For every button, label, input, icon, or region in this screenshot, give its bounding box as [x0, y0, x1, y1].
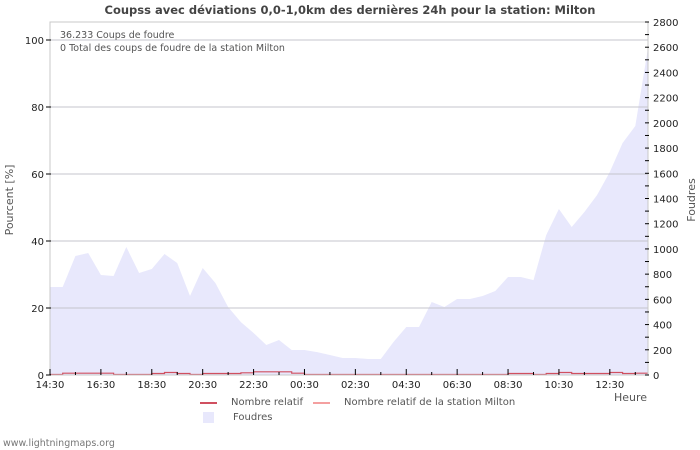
x-axis: 14:30 16:30 18:30 20:30 22:30 00:30 02:30 04:30…: [36, 369, 636, 391]
svg-text:1200: 1200: [653, 220, 678, 231]
svg-text:2200: 2200: [653, 94, 678, 105]
legend-label-relatif-station: Nombre relatif de la station Milton: [344, 397, 516, 408]
info-station-total: 0 Total des coups de foudre de la statio…: [60, 43, 285, 54]
svg-text:60: 60: [31, 170, 44, 181]
x-axis-title: Heure: [614, 391, 647, 404]
legend-label-foudres: Foudres: [233, 412, 273, 423]
svg-text:22:30: 22:30: [239, 380, 268, 391]
svg-text:04:30: 04:30: [392, 380, 421, 391]
svg-text:06:30: 06:30: [443, 380, 472, 391]
svg-text:2000: 2000: [653, 119, 678, 130]
grid-lines-over: [50, 39, 648, 309]
svg-text:2400: 2400: [653, 68, 678, 79]
svg-text:18:30: 18:30: [137, 380, 166, 391]
right-axis-title: Foudres: [685, 178, 698, 222]
svg-text:600: 600: [653, 295, 672, 306]
legend-item-foudres: Foudres: [200, 412, 272, 423]
svg-text:400: 400: [653, 321, 672, 332]
right-axis: 0 200 400 600 800 1000 1200 1400 1600 1800 2000 220…: [645, 18, 678, 382]
legend-item-relatif: Nombre relatif: [200, 397, 303, 408]
legend-swatch-relatif: [200, 401, 217, 404]
svg-text:10:30: 10:30: [545, 380, 574, 391]
foudres-area: [50, 48, 648, 375]
svg-text:14:30: 14:30: [36, 380, 65, 391]
svg-text:40: 40: [31, 237, 44, 248]
legend-swatch-relatif-station: [313, 401, 330, 404]
svg-text:2800: 2800: [653, 18, 678, 29]
info-strike-count: 36.233 Coups de foudre: [60, 30, 175, 41]
svg-text:20: 20: [31, 304, 44, 315]
footer-site-link[interactable]: www.lightningmaps.org: [3, 438, 115, 449]
svg-text:00:30: 00:30: [290, 380, 319, 391]
svg-text:100: 100: [25, 36, 44, 47]
svg-text:1600: 1600: [653, 169, 678, 180]
svg-text:02:30: 02:30: [341, 380, 370, 391]
svg-text:2600: 2600: [653, 43, 678, 54]
svg-text:08:30: 08:30: [494, 380, 523, 391]
legend-item-relatif-station: Nombre relatif de la station Milton: [313, 397, 515, 408]
svg-text:80: 80: [31, 103, 44, 114]
left-axis-title: Pourcent [%]: [3, 165, 16, 236]
svg-text:12:30: 12:30: [595, 380, 624, 391]
legend-label-relatif: Nombre relatif: [231, 397, 304, 408]
svg-text:0: 0: [38, 371, 44, 382]
svg-text:1000: 1000: [653, 245, 678, 256]
svg-text:200: 200: [653, 346, 672, 357]
svg-text:800: 800: [653, 270, 672, 281]
chart-title: Coupss avec déviations 0,0-1,0km des der…: [104, 3, 596, 17]
svg-text:16:30: 16:30: [86, 380, 115, 391]
svg-text:20:30: 20:30: [188, 380, 217, 391]
svg-text:1400: 1400: [653, 195, 678, 206]
legend-swatch-foudres: [203, 412, 214, 423]
svg-text:0: 0: [653, 371, 659, 382]
left-axis: 0 20 40 60 80 100: [25, 36, 51, 382]
svg-text:1800: 1800: [653, 144, 678, 155]
